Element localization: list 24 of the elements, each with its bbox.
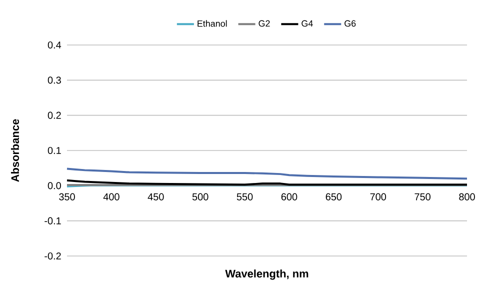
legend-label: G4 [302,20,313,27]
x-tick-label: 750 [414,193,430,200]
legend-label: G2 [258,20,270,27]
x-tick-label: 550 [236,193,253,200]
y-tick-label: 0.1 [48,146,61,154]
y-axis-title: Absorbance [10,119,20,182]
y-tick-label: -0.1 [44,217,61,224]
legend-label: G6 [344,20,356,27]
x-tick-label: 600 [281,193,298,200]
legend-label: Ethanol [198,20,227,27]
x-axis-title: Wavelength, nm [225,269,308,280]
line-series [66,168,468,180]
x-tick-label: 350 [59,193,75,200]
y-tick-label: 0.0 [48,182,61,190]
y-tick-label: 0.3 [48,76,61,84]
y-tick-label: 0.4 [48,41,62,49]
x-tick-label: 650 [326,193,342,200]
y-tick-label: 0.2 [48,112,61,119]
y-tick-label: -0.2 [44,252,61,260]
x-tick-label: 450 [148,193,164,200]
x-tick-label: 500 [192,193,208,200]
x-tick-label: 800 [459,193,475,200]
x-tick-label: 400 [103,193,120,200]
x-tick-label: 700 [370,193,386,200]
